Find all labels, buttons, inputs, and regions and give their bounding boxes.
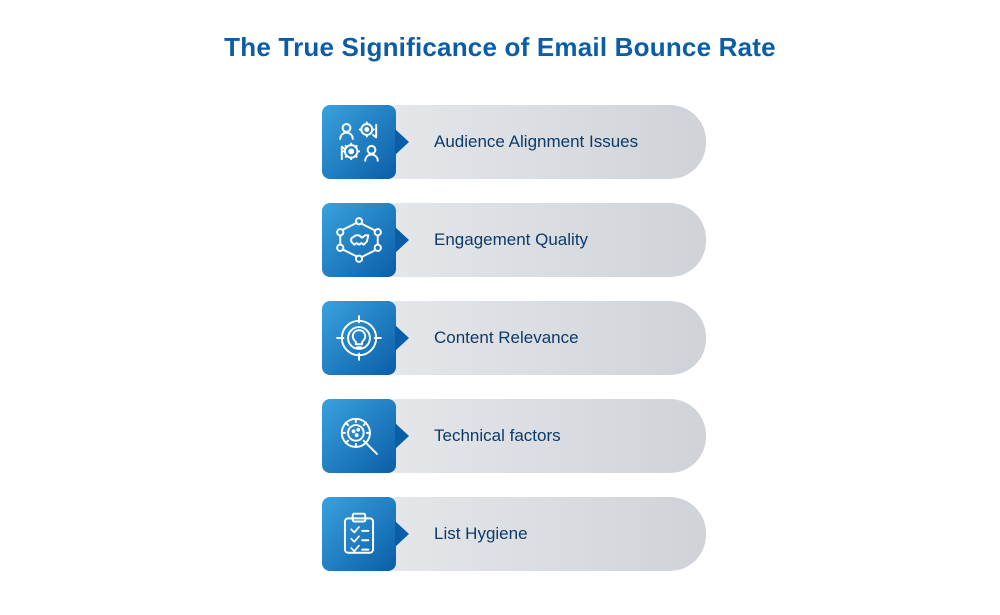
item-label: Engagement Quality <box>434 230 588 250</box>
infographic-canvas: The True Significance of Email Bounce Ra… <box>0 0 1000 615</box>
item-pill: Content Relevance <box>362 301 706 375</box>
item-pill: Technical factors <box>362 399 706 473</box>
arrow-icon <box>395 325 409 351</box>
item-label: Technical factors <box>434 426 561 446</box>
list-item: Technical factors <box>322 399 706 473</box>
factor-list: Audience Alignment Issues <box>322 105 706 571</box>
arrow-icon <box>395 129 409 155</box>
arrow-icon <box>395 521 409 547</box>
item-icon-box <box>322 203 396 277</box>
audience-sync-icon <box>334 117 384 167</box>
list-item: List Hygiene <box>322 497 706 571</box>
item-icon-box <box>322 399 396 473</box>
page-title: The True Significance of Email Bounce Ra… <box>0 32 1000 63</box>
target-idea-icon <box>334 313 384 363</box>
list-item: Content Relevance <box>322 301 706 375</box>
item-pill: Audience Alignment Issues <box>362 105 706 179</box>
handshake-network-icon <box>334 215 384 265</box>
item-pill: List Hygiene <box>362 497 706 571</box>
item-icon-box <box>322 105 396 179</box>
arrow-icon <box>395 227 409 253</box>
arrow-icon <box>395 423 409 449</box>
item-pill: Engagement Quality <box>362 203 706 277</box>
list-item: Audience Alignment Issues <box>322 105 706 179</box>
item-icon-box <box>322 497 396 571</box>
item-label: Audience Alignment Issues <box>434 132 638 152</box>
item-icon-box <box>322 301 396 375</box>
checklist-icon <box>334 509 384 559</box>
item-label: List Hygiene <box>434 524 528 544</box>
item-label: Content Relevance <box>434 328 579 348</box>
gear-search-icon <box>334 411 384 461</box>
list-item: Engagement Quality <box>322 203 706 277</box>
